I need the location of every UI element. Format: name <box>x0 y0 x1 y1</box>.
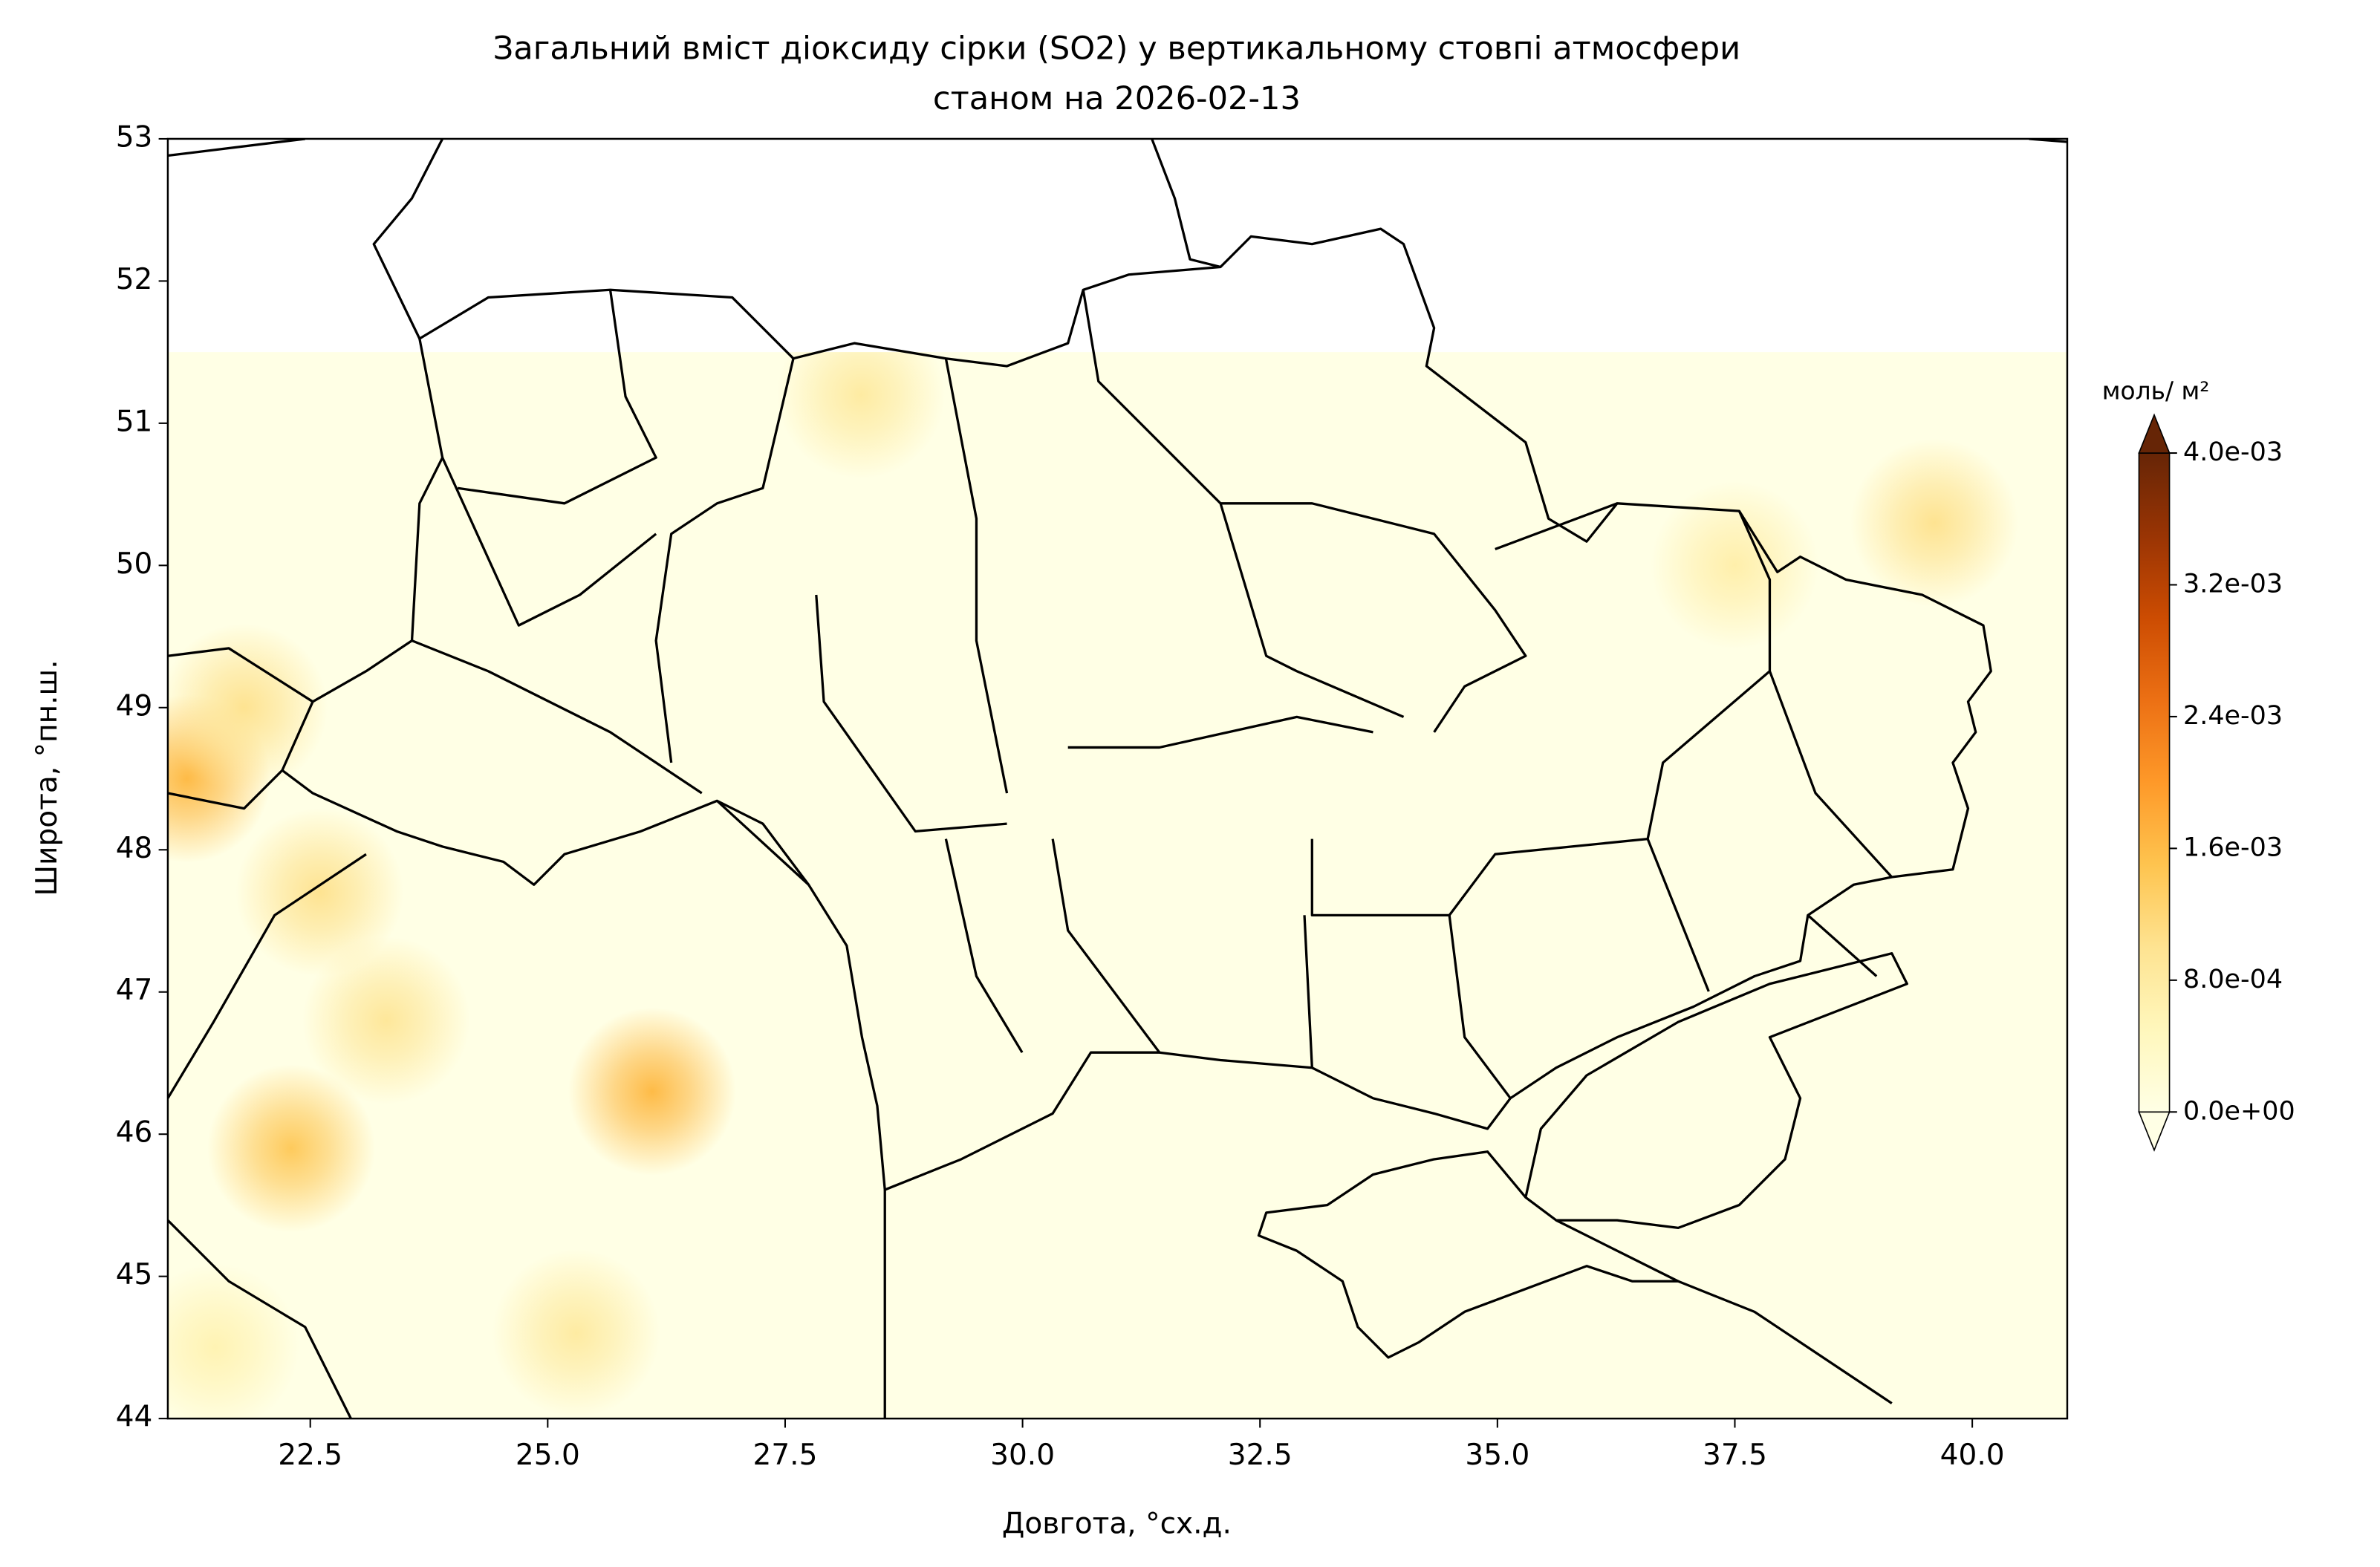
hotspot <box>777 352 946 479</box>
y-tick-label: 53 <box>116 120 153 154</box>
hotspot <box>1850 438 2018 607</box>
hotspot <box>1651 481 1819 650</box>
heat-field <box>167 352 2067 1419</box>
colorbar: моль/ м² 0.0e+00 8.0e-04 1.6e-03 2.4e-03 3.2… <box>2102 376 2295 1152</box>
y-tick-label: 44 <box>116 1401 153 1434</box>
colorbar-tick-label: 1.6e-03 <box>2183 833 2283 862</box>
hotspot <box>235 808 404 977</box>
chart-title: Загальний вміст діоксиду сірки (SO2) у в… <box>493 30 1741 67</box>
y-tick-label: 48 <box>116 832 153 865</box>
x-tick-label: 32.5 <box>1228 1439 1293 1472</box>
colorbar-tick-label: 3.2e-03 <box>2183 569 2283 599</box>
x-tick-label: 22.5 <box>278 1439 342 1472</box>
y-axis-label: Широта, °пн.ш. <box>30 659 64 896</box>
y-tick-label: 51 <box>116 405 153 438</box>
borders <box>167 138 2067 1419</box>
oblast-borders <box>411 290 1893 1099</box>
x-tick-label: 25.0 <box>516 1439 580 1472</box>
colorbar-tick-label: 2.4e-03 <box>2183 701 2283 731</box>
colorbar-tick-label: 8.0e-04 <box>2183 965 2283 994</box>
hotspot <box>167 623 328 792</box>
hotspot <box>492 1249 660 1418</box>
colorbar-tick-label: 0.0e+00 <box>2183 1096 2295 1126</box>
colorbar-extend-min <box>2138 1111 2171 1152</box>
x-tick-label: 37.5 <box>1703 1439 1767 1472</box>
azov-coast <box>1524 952 1908 1230</box>
y-tick-label: 46 <box>116 1116 153 1150</box>
colorbar-extend-max <box>2138 413 2171 454</box>
x-tick-label: 40.0 <box>1940 1439 2005 1472</box>
colorbar-scale <box>2138 452 2171 1113</box>
axes-frame <box>166 137 2069 1420</box>
hotspot <box>568 1007 736 1176</box>
hotspot <box>302 936 470 1104</box>
hotspot <box>167 1263 299 1419</box>
field-background <box>167 352 2067 1419</box>
y-tick-label: 49 <box>116 689 153 723</box>
x-tick-label: 30.0 <box>990 1439 1055 1472</box>
colorbar-label: моль/ м² <box>2102 376 2210 405</box>
colorbar-tick-label: 4.0e-03 <box>2183 437 2283 467</box>
x-axis-label: Довгота, °сх.д. <box>1002 1507 1232 1540</box>
x-tick-label: 35.0 <box>1465 1439 1529 1472</box>
y-tick-label: 47 <box>116 974 153 1007</box>
y-tick-label: 52 <box>116 263 153 296</box>
x-tick-label: 27.5 <box>753 1439 818 1472</box>
y-tick-label: 50 <box>116 547 153 581</box>
chart-subtitle: станом на 2026-02-13 <box>933 80 1301 117</box>
neighbour-borders <box>167 138 2067 1419</box>
y-tick-label: 45 <box>116 1258 153 1291</box>
hotspot <box>207 1064 376 1233</box>
crimea <box>1257 1150 1680 1359</box>
